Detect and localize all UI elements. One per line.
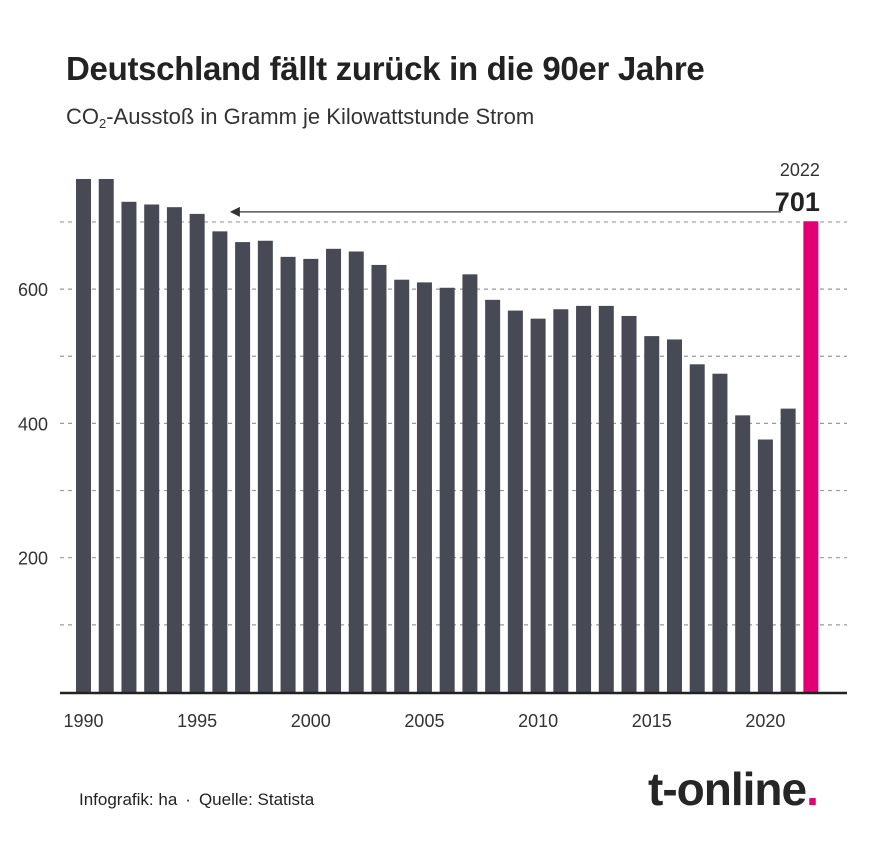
y-tick-label-400: 400 <box>18 414 48 434</box>
arrow-head <box>229 206 240 217</box>
logo-dot: . <box>806 763 819 815</box>
bar-2005 <box>416 282 432 692</box>
bar-1991 <box>98 178 114 692</box>
highlight-value-label: 701 <box>775 187 820 217</box>
x-tick-label-2020: 2020 <box>745 711 785 731</box>
y-tick-label-600: 600 <box>18 280 48 300</box>
bar-1992 <box>121 201 137 692</box>
logo-text: t-online <box>648 763 807 815</box>
x-tick-label-1990: 1990 <box>63 711 103 731</box>
bar-1999 <box>280 256 296 692</box>
footer-credit: Infografik: ha <box>79 790 178 809</box>
bar-2018 <box>712 373 728 692</box>
chart-title: Deutschland fällt zurück in die 90er Jah… <box>66 50 705 87</box>
bar-2000 <box>303 258 319 692</box>
bar-2015 <box>644 336 660 692</box>
bar-2012 <box>576 305 592 692</box>
x-tick-label-2010: 2010 <box>518 711 558 731</box>
t-online-logo: t-online. <box>648 762 819 816</box>
y-tick-label-200: 200 <box>18 549 48 569</box>
bar-2021 <box>780 408 796 692</box>
bar-2020 <box>757 439 773 692</box>
subtitle-subscript: 2 <box>99 116 107 131</box>
bar-2022 <box>803 221 819 692</box>
bar-2009 <box>507 310 523 692</box>
subtitle-prefix: CO <box>66 104 99 129</box>
subtitle-suffix: -Ausstoß in Gramm je Kilowattstunde Stro… <box>106 104 535 129</box>
bar-1998 <box>257 240 273 692</box>
footer: Infografik: ha · Quelle: Statista <box>79 790 314 810</box>
bar-1997 <box>235 242 251 692</box>
bar-2011 <box>553 309 569 692</box>
bar-2014 <box>621 315 637 692</box>
x-tick-label-1995: 1995 <box>177 711 217 731</box>
bar-1994 <box>166 207 182 692</box>
footer-source: Quelle: Statista <box>198 790 315 809</box>
bar-2007 <box>462 274 478 692</box>
x-tick-label-2000: 2000 <box>291 711 331 731</box>
x-tick-label-2005: 2005 <box>404 711 444 731</box>
bar-1995 <box>189 213 205 692</box>
bar-2006 <box>439 287 455 692</box>
bar-2001 <box>326 248 342 692</box>
bar-2010 <box>530 318 546 692</box>
bar-2017 <box>689 364 705 692</box>
bar-2002 <box>348 251 364 692</box>
chart-subtitle: CO2-Ausstoß in Gramm je Kilowattstunde S… <box>66 104 534 131</box>
bar-1990 <box>76 178 91 692</box>
bar-2008 <box>485 299 501 692</box>
bar-1993 <box>144 204 160 692</box>
bar-2019 <box>735 415 751 692</box>
bar-2013 <box>598 305 614 692</box>
bar-2003 <box>371 264 387 692</box>
bar-2016 <box>666 339 682 692</box>
bar-2004 <box>394 279 410 692</box>
footer-separator: · <box>185 790 191 809</box>
bar-1996 <box>212 231 228 692</box>
highlight-year-label: 2022 <box>780 160 820 180</box>
x-tick-label-2015: 2015 <box>632 711 672 731</box>
